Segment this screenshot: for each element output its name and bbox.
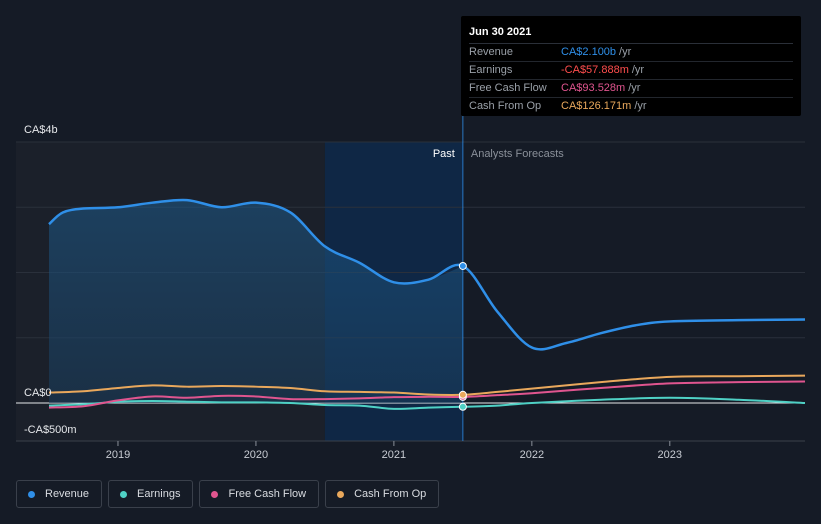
data-tooltip: Jun 30 2021 Revenue CA$2.100b /yr Earnin… xyxy=(461,16,801,116)
revenue-line xyxy=(48,198,806,351)
legend-item-free-cash-flow[interactable]: Free Cash Flow xyxy=(199,480,320,508)
x-tick-label: 2019 xyxy=(106,449,130,461)
tooltip-row-unit: /yr xyxy=(634,100,647,112)
x-tick-label: 2021 xyxy=(382,449,406,461)
legend-item-revenue[interactable]: Revenue xyxy=(16,480,103,508)
earnings-marker xyxy=(458,402,467,411)
legend-dot-icon xyxy=(28,490,35,498)
tooltip-row-unit: /yr xyxy=(628,82,641,94)
series-lines xyxy=(48,198,806,410)
tooltip-row-name: Earnings xyxy=(469,64,513,76)
cash-from-op-line xyxy=(48,374,806,396)
tooltip-row-cash-from-op: Cash From Op CA$126.171m /yr xyxy=(469,98,793,115)
tooltip-markers xyxy=(458,261,467,411)
x-tick-label: 2023 xyxy=(658,449,682,461)
legend-dot-icon xyxy=(120,490,128,498)
legend-item-earnings[interactable]: Earnings xyxy=(108,480,194,508)
y-axis-label: CA$4b xyxy=(24,124,58,136)
tooltip-row-unit: /yr xyxy=(619,46,632,58)
earnings-line xyxy=(48,396,806,410)
tooltip-row-unit: /yr xyxy=(631,64,645,76)
cash-from-op-marker xyxy=(458,390,467,399)
tooltip-row-name: Cash From Op xyxy=(469,100,542,112)
tooltip-row-name: Free Cash Flow xyxy=(469,82,547,94)
tooltip-row-revenue: Revenue CA$2.100b /yr xyxy=(469,44,793,62)
zone-label-forecast: Analysts Forecasts xyxy=(471,148,564,160)
tooltip-row-value: -CA$57.888m xyxy=(561,64,629,76)
tooltip-row-value: CA$2.100b xyxy=(561,46,617,58)
legend-dot-icon xyxy=(211,490,219,498)
tooltip-row-value: CA$126.171m xyxy=(561,100,632,112)
free-cash-flow-line xyxy=(48,380,806,409)
legend-dot-icon xyxy=(337,490,345,498)
y-axis-label: -CA$500m xyxy=(24,424,77,436)
y-axis-labels: CA$4b CA$0 -CA$500m xyxy=(24,124,77,436)
x-axis: 2019 2020 2021 2022 2023 xyxy=(106,441,682,461)
legend-label: Free Cash Flow xyxy=(228,488,307,500)
tooltip-date: Jun 30 2021 xyxy=(469,24,793,44)
legend-item-cash-from-op[interactable]: Cash From Op xyxy=(325,480,440,508)
legend-label: Earnings xyxy=(137,488,181,500)
tooltip-row-name: Revenue xyxy=(469,46,514,58)
tooltip-row-free-cash-flow: Free Cash Flow CA$93.528m /yr xyxy=(469,80,793,98)
tooltip-row-value: CA$93.528m xyxy=(561,82,626,94)
revenue-area xyxy=(49,199,463,403)
revenue-area-fill xyxy=(49,199,463,403)
legend-label: Cash From Op xyxy=(354,488,427,500)
zone-label-past: Past xyxy=(433,148,455,160)
tooltip-row-earnings: Earnings -CA$57.888m /yr xyxy=(469,62,793,80)
chart-legend: Revenue Earnings Free Cash Flow Cash Fro… xyxy=(16,480,440,508)
legend-label: Revenue xyxy=(45,488,90,500)
x-tick-label: 2022 xyxy=(520,449,544,461)
y-axis-label: CA$0 xyxy=(24,387,52,399)
x-tick-label: 2020 xyxy=(244,449,268,461)
revenue-marker xyxy=(458,261,467,270)
